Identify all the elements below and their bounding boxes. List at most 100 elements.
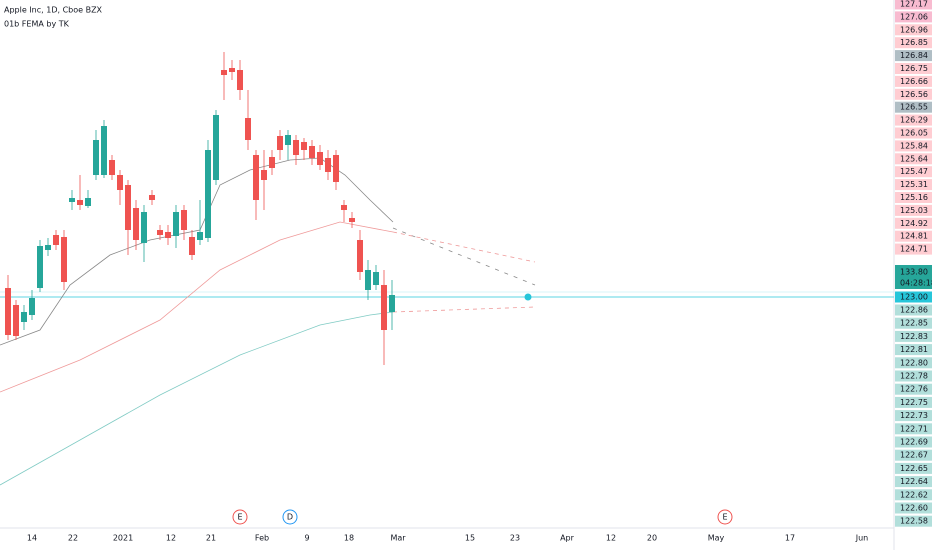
price-label-bg [895, 88, 932, 100]
price-label-bg [895, 204, 932, 216]
price-label: 126.85 [900, 38, 928, 47]
candle-body [205, 150, 211, 238]
candle-body [93, 140, 99, 175]
candle-body [357, 240, 363, 272]
price-label: 125.16 [900, 193, 928, 202]
candle-body [53, 235, 59, 245]
time-label: Jun [855, 534, 869, 543]
price-label-bg [895, 75, 932, 87]
event-marker-label: E [237, 513, 242, 522]
candle-body [341, 205, 347, 210]
ema-slow [0, 311, 394, 486]
price-label: 127.06 [900, 12, 928, 21]
candle-body [149, 195, 155, 200]
price-label-bg [895, 489, 932, 501]
candle-body [349, 218, 355, 222]
candle-body [37, 246, 43, 288]
candle-body [173, 212, 179, 236]
price-label: 122.85 [900, 319, 928, 328]
price-label-bg [895, 383, 932, 395]
indicator-label: 01b FEMA by TK [4, 20, 70, 29]
price-label: 124.92 [900, 219, 928, 228]
candle-body [125, 185, 131, 230]
price-label-bg [895, 11, 932, 23]
price-label-bg [895, 476, 932, 488]
price-label: 122.80 [900, 358, 928, 367]
ema-fast [0, 157, 394, 346]
price-label-bg [895, 243, 932, 255]
price-label: 126.29 [900, 116, 928, 125]
candle-body [277, 136, 283, 150]
time-label: Apr [560, 534, 575, 543]
last-price-bg [895, 265, 932, 289]
time-label: 2021 [113, 534, 133, 543]
price-label-bg [895, 24, 932, 36]
price-label-bg [895, 449, 932, 461]
candle-body [141, 212, 147, 243]
price-label: 126.75 [900, 64, 928, 73]
price-label-bg [895, 101, 932, 113]
candle-body [77, 200, 83, 205]
candle-body [301, 142, 307, 150]
candle-body [117, 175, 123, 190]
candle-body [285, 135, 291, 145]
candle-body [133, 208, 139, 240]
time-label: 22 [68, 534, 78, 543]
price-label-bg [895, 37, 932, 49]
time-label: 21 [206, 534, 216, 543]
price-label: 122.76 [900, 385, 928, 394]
price-label-bg [895, 396, 932, 408]
candle-body [213, 115, 219, 180]
price-label: 122.81 [900, 345, 928, 354]
price-label-bg [895, 192, 932, 203]
price-label: 125.84 [900, 141, 928, 150]
price-label-bg [895, 140, 932, 152]
price-label: 124.81 [900, 232, 928, 241]
price-label: 125.64 [900, 154, 928, 163]
candle-body [197, 232, 203, 240]
price-label-bg [895, 436, 932, 448]
price-label: 126.66 [900, 77, 928, 86]
candle-body [317, 152, 323, 165]
price-label: 122.83 [900, 332, 928, 341]
price-label-bg [895, 304, 932, 316]
time-label: Feb [255, 534, 269, 543]
price-label-bg [895, 230, 932, 242]
time-label: 23 [510, 534, 520, 543]
candle-body [165, 232, 171, 238]
countdown: 04:28:18 [900, 279, 932, 288]
time-label: 14 [27, 534, 37, 543]
price-label: 122.78 [900, 372, 928, 381]
candle-body [245, 118, 251, 140]
price-label: 122.64 [900, 477, 928, 486]
price-label-bg [895, 330, 932, 342]
price-label-bg [895, 179, 932, 191]
candle-body [101, 126, 107, 175]
price-label: 126.55 [900, 103, 928, 112]
price-label-bg [895, 127, 932, 139]
candle-body [109, 160, 115, 175]
candle-body [69, 198, 75, 202]
candle-body [333, 155, 339, 182]
time-label: 18 [344, 534, 354, 543]
price-label: 122.71 [900, 424, 928, 433]
price-label-bg [895, 50, 932, 62]
last-price: 133.80 [900, 268, 928, 277]
candle-body [373, 272, 379, 285]
price-label: 125.31 [900, 180, 928, 189]
time-label: May [708, 534, 725, 543]
candle-body [381, 285, 387, 330]
price-label-bg [895, 0, 932, 10]
candle-body [157, 230, 163, 235]
price-label-bg [895, 423, 932, 435]
price-label: 122.86 [900, 306, 928, 315]
time-label: 17 [785, 534, 795, 543]
price-label-bg [895, 217, 932, 229]
time-label: 12 [166, 534, 176, 543]
candle-body [253, 155, 259, 200]
candle-body [365, 270, 371, 290]
price-label-bg [895, 357, 932, 369]
price-label-bg [895, 502, 932, 514]
